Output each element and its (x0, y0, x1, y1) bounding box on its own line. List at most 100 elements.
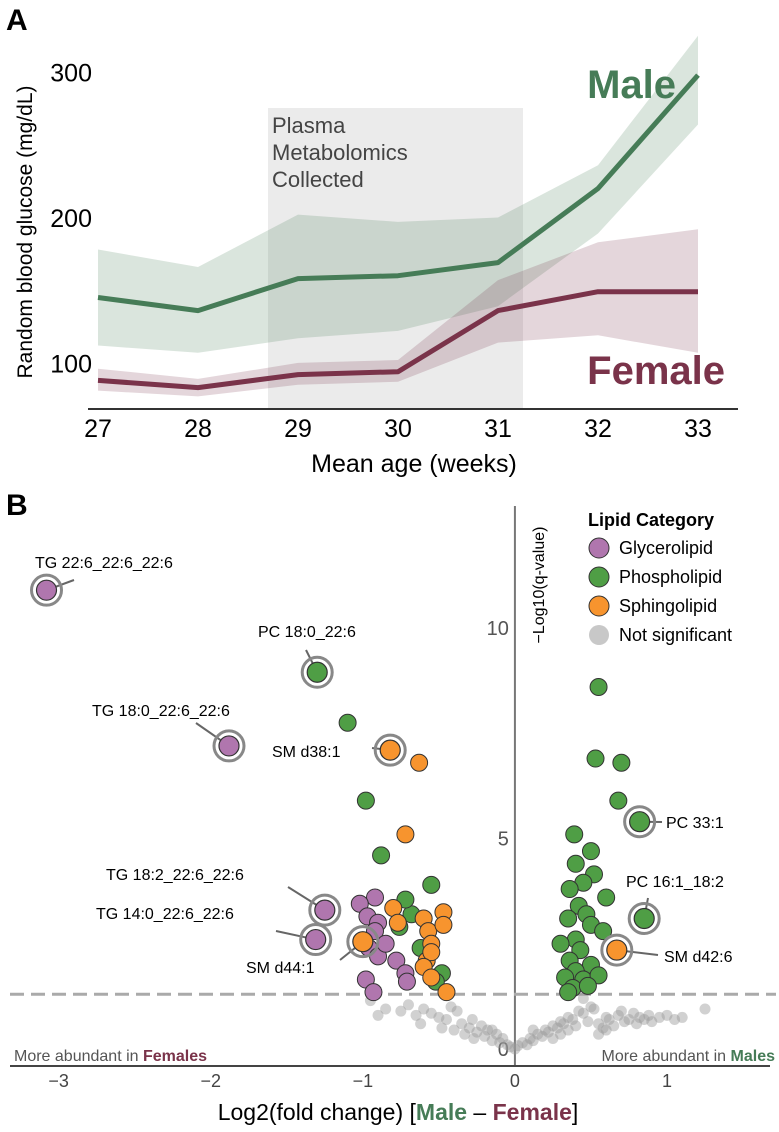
xlabel-male: Male (416, 1099, 467, 1125)
point-phospholipid-37 (578, 976, 597, 995)
legend: Lipid Category Glycerolipid Phospholipid S… (588, 510, 732, 645)
point-phospholipid-11 (589, 678, 608, 696)
female-series-line (97, 289, 698, 391)
point-not-significant-55 (638, 1014, 650, 1026)
metabolomics-window-rect (268, 108, 523, 408)
metabolomics-window (268, 108, 523, 408)
lipid-label-sm-d38-1: SM d38:1 (272, 744, 341, 761)
point-not-significant-2 (418, 1003, 430, 1015)
legend-label-phospholipid: Phospholipid (619, 567, 722, 587)
point-not-significant-63 (577, 992, 589, 1004)
shaded-label-line-1: Plasma (272, 113, 346, 138)
point-not-significant-16 (491, 1028, 503, 1040)
point-sphingolipid-10 (422, 943, 441, 962)
legend-items: Glycerolipid Phospholipid Sphingolipid Not … (588, 537, 732, 645)
point-sphingolipid-1 (410, 753, 429, 772)
male-series-line (97, 73, 700, 314)
lipid-label-sm-d42-6: SM d42:6 (664, 949, 733, 966)
x-tick-label-27: 27 (84, 415, 112, 443)
point-not-significant-75 (372, 1009, 384, 1021)
point-not-significant-17 (494, 1037, 506, 1049)
highlight-point-sm-d42-6 (606, 939, 628, 961)
x-tick-label-32: 32 (584, 415, 612, 443)
highlight-point-sm-d44-1 (352, 931, 374, 953)
point-not-significant-25 (524, 1032, 536, 1044)
highlight-point-sm-d38-1 (379, 739, 401, 761)
point-phospholipid-26 (594, 922, 613, 941)
highlight-point-tg-14-0-22-6-22-6 (305, 928, 327, 951)
point-phospholipid-21 (597, 888, 616, 907)
point-not-significant-54 (634, 1011, 646, 1023)
panel-a-axes: 27 28 29 30 31 32 33 100 200 300 (50, 60, 738, 443)
point-phospholipid-15 (565, 825, 584, 844)
point-not-significant-46 (603, 1014, 615, 1026)
x-tick-label-31: 31 (484, 415, 512, 443)
lipid-label-tg-22-6-22-6-22-6: TG 22:6_22:6_22:6 (35, 555, 173, 572)
point-not-significant-20 (504, 1041, 516, 1053)
point-phospholipid-24 (559, 909, 578, 928)
legend-swatch-sphingolipid (588, 595, 610, 617)
point-not-significant-24 (521, 1039, 533, 1051)
female-confidence-band (98, 229, 698, 397)
shaded-label-line-3: Collected (272, 167, 364, 192)
point-glycerolipid-14 (364, 983, 383, 1002)
point-not-significant-47 (608, 1020, 620, 1032)
highlight-ring-sm-d44-1 (346, 925, 380, 959)
male-series-label: Male (587, 63, 676, 107)
point-not-significant-13 (479, 1030, 490, 1042)
female-series-label: Female (587, 349, 725, 393)
point-not-significant-36 (567, 1014, 579, 1026)
point-not-significant-53 (631, 1018, 643, 1030)
point-not-significant-18 (497, 1032, 509, 1044)
lipid-label-tg-18-0-22-6-22-6: TG 18:0_22:6_22:6 (92, 703, 230, 720)
point-sphingolipid-15 (388, 913, 407, 932)
point-not-significant-68 (395, 1005, 407, 1017)
point-not-significant-29 (539, 1024, 551, 1036)
point-phospholipid-13 (612, 753, 631, 772)
point-not-significant-41 (585, 1001, 597, 1013)
point-not-significant-12 (475, 1020, 487, 1032)
point-phospholipid-20 (560, 880, 579, 899)
point-not-significant-26 (527, 1035, 539, 1047)
annotation-females-word: Females (143, 1048, 207, 1065)
point-not-significant-40 (582, 1016, 594, 1028)
point-not-significant-15 (486, 1035, 498, 1047)
point-sphingolipid-2 (396, 825, 415, 844)
highlight-ring-pc-33-1 (623, 805, 657, 839)
lipid-labels: TG 22:6_22:6_22:6 PC 18:0_22:6 TG 18:0_22:… (30, 555, 733, 977)
point-not-significant-1 (402, 999, 414, 1011)
highlight-ring-pc-18-0-22-6 (300, 655, 334, 689)
point-glycerolipid-12 (397, 972, 416, 991)
panel-a-letter: A (6, 4, 28, 37)
point-not-significant-71 (436, 1022, 448, 1034)
point-not-significant-27 (532, 1028, 544, 1040)
point-not-significant-6 (445, 1001, 457, 1013)
annotation-females-prefix: More abundant in (14, 1048, 143, 1065)
x-tick-label-b-0: 0 (510, 1071, 520, 1091)
x-tick-label-30: 30 (384, 415, 412, 443)
point-not-significant-78 (486, 1024, 498, 1036)
scatter-points (37, 581, 711, 1055)
legend-label-not-significant: Not significant (619, 625, 732, 645)
point-glycerolipid-4 (366, 888, 384, 907)
highlight-ring-tg-18-2-22-6-22-6 (308, 893, 342, 927)
point-not-significant-19 (501, 1039, 513, 1051)
xlabel-female: Female (493, 1099, 572, 1125)
point-not-significant-32 (552, 1022, 563, 1034)
legend-label-sphingolipid: Sphingolipid (619, 596, 717, 616)
x-tick-label-b--1: −1 (353, 1071, 374, 1091)
point-not-significant-39 (577, 1007, 589, 1019)
highlight-ring-sm-d38-1 (373, 733, 407, 767)
highlight-ring-tg-22-6-22-6-22-6 (30, 573, 63, 607)
y-tick-label-200: 200 (50, 205, 92, 233)
annotation-males-word: Males (731, 1048, 776, 1065)
point-not-significant-59 (661, 1009, 673, 1021)
point-phospholipid-4 (422, 875, 441, 894)
point-not-significant-48 (612, 1009, 624, 1021)
point-not-significant-5 (440, 1014, 452, 1026)
point-not-significant-60 (669, 1014, 681, 1026)
point-phospholipid-14 (609, 791, 628, 810)
point-phospholipid-3 (372, 846, 391, 865)
point-not-significant-38 (573, 1005, 585, 1017)
